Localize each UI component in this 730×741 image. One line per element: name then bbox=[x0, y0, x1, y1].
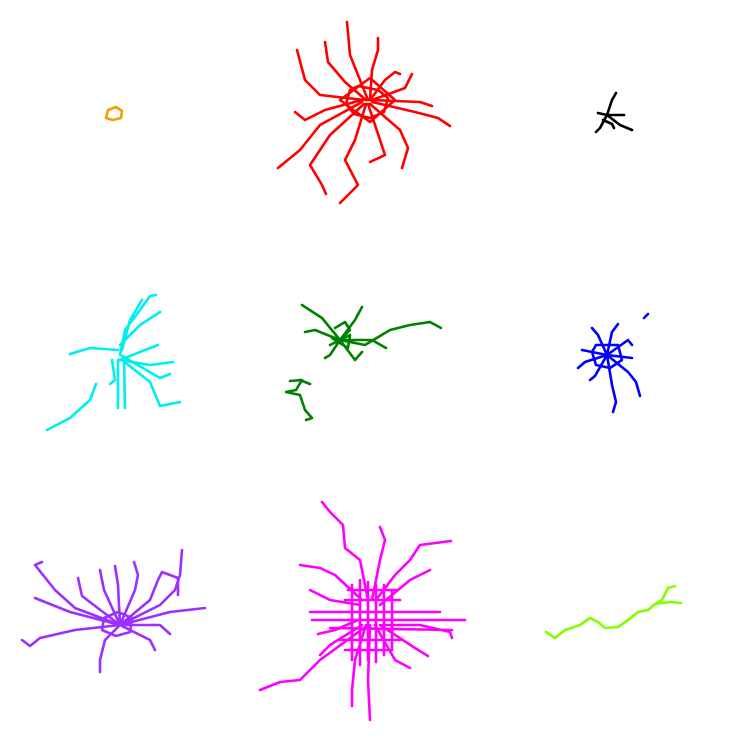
network-orange bbox=[104, 105, 124, 122]
route-line bbox=[373, 623, 412, 670]
network-magenta bbox=[258, 500, 467, 722]
route-line bbox=[298, 378, 312, 386]
route-line bbox=[120, 358, 182, 408]
route-line bbox=[368, 102, 410, 170]
route-line bbox=[590, 343, 624, 370]
route-line bbox=[118, 293, 158, 357]
network-red bbox=[276, 20, 452, 205]
route-line bbox=[605, 322, 620, 357]
route-line bbox=[118, 623, 157, 652]
route-line bbox=[308, 102, 366, 196]
route-line bbox=[642, 312, 650, 320]
route-line bbox=[295, 48, 366, 102]
route-line bbox=[20, 623, 122, 648]
route-line bbox=[605, 338, 634, 357]
route-line bbox=[380, 623, 454, 640]
route-line bbox=[588, 353, 609, 382]
route-line bbox=[328, 333, 352, 350]
network-purple bbox=[20, 548, 207, 674]
route-line bbox=[323, 40, 368, 102]
route-line bbox=[320, 500, 370, 602]
route-line bbox=[258, 623, 370, 692]
route-line bbox=[276, 100, 364, 170]
route-line bbox=[68, 346, 120, 356]
network-lime bbox=[544, 584, 683, 640]
network-blue bbox=[576, 312, 650, 414]
route-line bbox=[338, 102, 368, 205]
route-line bbox=[338, 320, 443, 347]
route-line bbox=[338, 338, 388, 350]
route-line bbox=[316, 618, 360, 636]
route-line bbox=[98, 623, 122, 674]
network-black bbox=[594, 91, 634, 134]
route-line bbox=[323, 338, 342, 360]
route-line bbox=[284, 378, 314, 422]
route-line bbox=[374, 539, 453, 602]
route-line bbox=[308, 588, 362, 607]
route-line bbox=[378, 623, 430, 658]
route-line bbox=[366, 623, 372, 722]
route-line bbox=[370, 525, 387, 602]
route-line bbox=[303, 328, 342, 342]
route-line bbox=[368, 36, 380, 102]
route-line bbox=[118, 310, 162, 347]
route-line bbox=[605, 91, 618, 117]
route-line bbox=[378, 568, 432, 607]
route-line bbox=[118, 548, 184, 627]
route-line bbox=[118, 623, 172, 636]
network-cyan bbox=[45, 293, 182, 432]
route-line bbox=[345, 20, 370, 102]
route-line bbox=[100, 610, 134, 638]
route-line bbox=[370, 72, 414, 102]
route-line bbox=[318, 623, 364, 657]
route-line bbox=[300, 303, 342, 342]
network-green bbox=[284, 303, 443, 422]
route-line bbox=[293, 98, 364, 122]
route-line bbox=[590, 326, 609, 357]
route-line bbox=[118, 560, 140, 627]
route-line bbox=[544, 584, 683, 640]
route-line bbox=[33, 560, 122, 627]
route-line bbox=[605, 353, 618, 414]
route-line bbox=[108, 358, 117, 386]
route-line bbox=[33, 596, 122, 627]
route-line bbox=[370, 100, 452, 128]
route-line bbox=[118, 570, 180, 627]
route-line bbox=[104, 105, 124, 122]
route-line bbox=[594, 113, 609, 134]
route-line bbox=[605, 353, 634, 360]
route-line bbox=[122, 358, 127, 410]
route-line bbox=[118, 606, 207, 627]
route-line bbox=[333, 320, 352, 342]
route-line bbox=[338, 76, 397, 124]
route-line bbox=[118, 343, 160, 362]
route-line bbox=[601, 118, 616, 130]
route-line bbox=[605, 113, 634, 132]
route-line bbox=[45, 382, 98, 432]
route-line bbox=[576, 353, 609, 370]
route-line bbox=[120, 354, 172, 380]
route-line bbox=[580, 348, 609, 357]
route-line bbox=[366, 102, 387, 164]
route-line bbox=[350, 623, 368, 708]
route-line bbox=[596, 111, 609, 117]
route-line bbox=[298, 563, 364, 602]
